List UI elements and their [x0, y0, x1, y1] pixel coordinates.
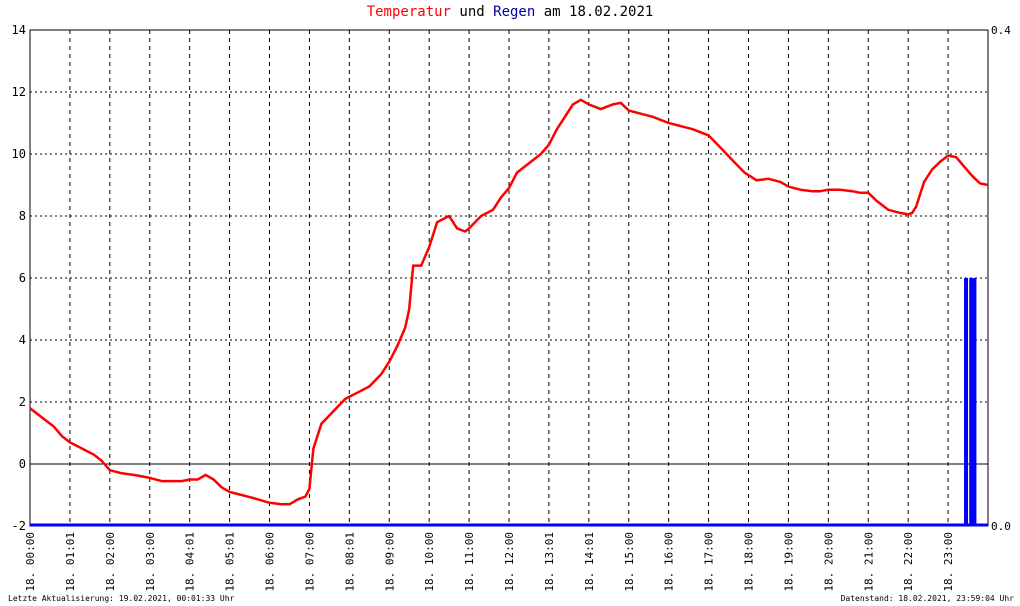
x-tick-label: 18. 06:00: [264, 532, 277, 592]
title-rain-word: Regen: [493, 4, 536, 20]
title-temperature-word: Temperatur: [366, 4, 451, 20]
x-tick-label: 18. 01:01: [64, 532, 77, 592]
x-tick-label: 18. 00:00: [24, 532, 37, 592]
x-tick-label: 18. 11:00: [463, 532, 476, 592]
y-tick-label: 6: [19, 271, 26, 285]
x-tick-label: 18. 07:00: [303, 532, 316, 592]
x-tick-label: 18. 03:00: [144, 532, 157, 592]
x-tick-label: 18. 14:01: [583, 532, 596, 592]
last-update-text: Letzte Aktualisierung: 19.02.2021, 00:01…: [8, 594, 235, 603]
rain-bar: [969, 278, 974, 526]
x-tick-label: 18. 08:01: [343, 532, 356, 592]
x-tick-label: 18. 13:01: [543, 532, 556, 592]
x-tick-label: 18. 16:00: [663, 532, 676, 592]
y-tick-label: 12: [12, 85, 26, 99]
x-tick-label: 18. 21:00: [862, 532, 875, 592]
title-date: am 18.02.2021: [535, 4, 654, 20]
x-tick-label: 18. 17:00: [703, 532, 716, 592]
temperature-line: [29, 98, 989, 506]
rain-bar: [972, 278, 977, 526]
y2-tick-label: 0.4: [991, 24, 1011, 37]
data-state-text: Datenstand: 18.02.2021, 23:59:04 Uhr: [840, 594, 1014, 603]
y-tick-label: 4: [19, 333, 26, 347]
y2-tick-label: 0.0: [991, 520, 1011, 533]
x-tick-label: 18. 18:00: [743, 532, 756, 592]
title-connector: und: [450, 4, 494, 20]
y-tick-label: -2: [12, 519, 26, 533]
x-tick-label: 18. 20:00: [822, 532, 835, 592]
x-tick-label: 18. 04:01: [184, 532, 197, 592]
y-tick-label: 0: [19, 457, 26, 471]
x-tick-label: 18. 19:00: [782, 532, 795, 592]
y-tick-label: 8: [19, 209, 26, 223]
x-tick-label: 18. 10:00: [423, 532, 436, 592]
rain-bar: [964, 278, 969, 526]
x-tick-label: 18. 05:01: [224, 532, 237, 592]
x-tick-label: 18. 02:00: [104, 532, 117, 592]
x-tick-label: 18. 09:00: [383, 532, 396, 592]
y-tick-label: 10: [12, 147, 26, 161]
chart-title: Temperatur und Regen am 18.02.2021: [0, 4, 1020, 20]
x-tick-label: 18. 15:00: [623, 532, 636, 592]
y-tick-label: 2: [19, 395, 26, 409]
x-tick-label: 18. 22:00: [902, 532, 915, 592]
x-tick-label: 18. 23:00: [942, 532, 955, 592]
y-tick-label: 14: [12, 23, 26, 37]
x-tick-label: 18. 12:00: [503, 532, 516, 592]
